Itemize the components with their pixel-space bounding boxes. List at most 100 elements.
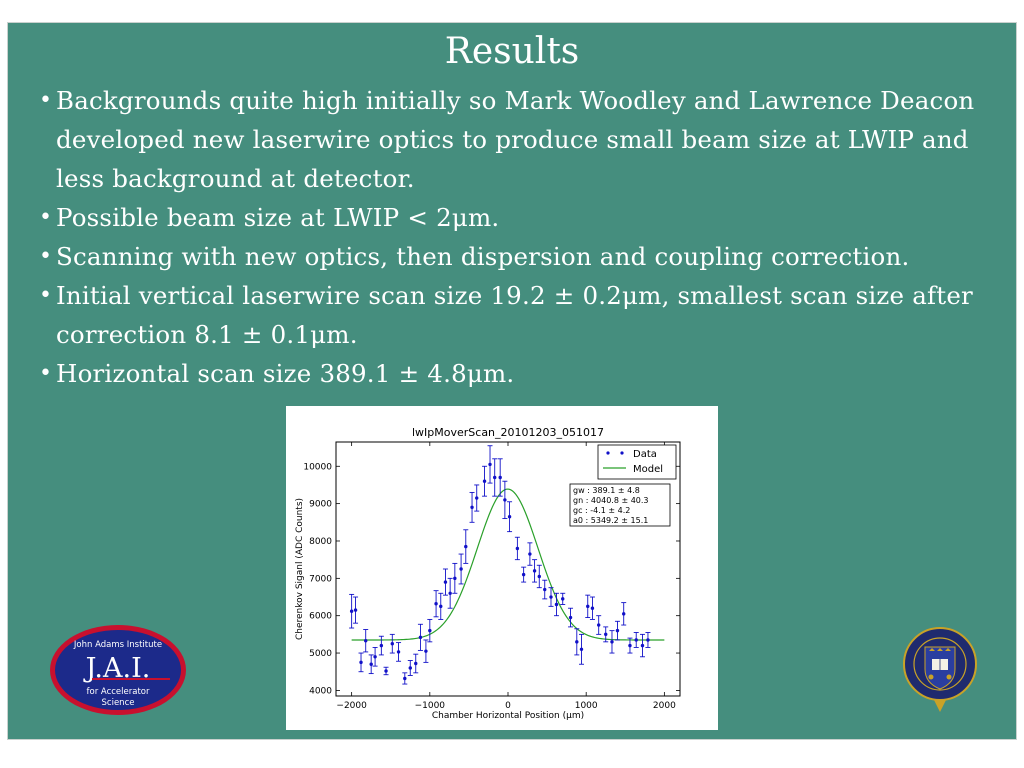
data-marker — [604, 632, 608, 637]
jai-logo-line1: John Adams Institute — [73, 640, 162, 650]
legend-label-model: Model — [633, 464, 663, 475]
data-point — [413, 653, 419, 674]
data-marker — [596, 623, 601, 627]
data-marker — [414, 661, 418, 666]
data-point — [560, 592, 566, 605]
data-marker — [424, 649, 428, 653]
x-tick-label: −1000 — [415, 701, 446, 711]
data-point — [482, 465, 488, 497]
data-point — [492, 458, 498, 497]
data-marker — [615, 628, 620, 633]
data-series — [349, 445, 651, 685]
data-point — [585, 594, 591, 619]
jai-logo: John Adams Institute J.A.I. for Accelera… — [48, 623, 188, 719]
chart-title: lwIpMoverScan_20101203_051017 — [412, 426, 604, 439]
bullet-text: Horizontal scan size 389.1 ± 4.8μm. — [56, 359, 515, 388]
fit-param-gw: gw : 389.1 ± 4.8 — [573, 486, 640, 495]
data-marker — [428, 628, 432, 633]
data-point — [349, 593, 355, 629]
x-tick-label: 0 — [505, 701, 511, 711]
bullet-list: • Backgrounds quite high initially so Mar… — [36, 81, 996, 393]
bullet-dot-icon: • — [39, 88, 53, 113]
data-marker — [628, 643, 632, 648]
data-point — [463, 529, 469, 564]
data-point — [487, 445, 493, 484]
data-marker — [503, 498, 507, 502]
data-marker — [498, 475, 502, 480]
data-point — [527, 542, 533, 566]
data-marker — [384, 669, 388, 673]
fit-param-a0: a0 : 5349.2 ± 15.1 — [573, 516, 648, 525]
y-tick-label: 6000 — [309, 612, 332, 622]
data-marker — [364, 639, 368, 643]
jai-logo-line2: for Accelerator — [87, 687, 150, 697]
x-axis: −2000 −1000 0 1000 2000 — [336, 442, 676, 711]
x-tick-label: 2000 — [653, 701, 676, 711]
y-axis-label: Cherenkov Siganl (ADC Counts) — [295, 498, 305, 640]
bullet-text: Initial vertical laserwire scan size 19.… — [56, 281, 973, 349]
data-marker — [521, 572, 526, 577]
x-tick-label: 1000 — [575, 701, 598, 711]
data-marker — [369, 662, 373, 666]
data-marker — [493, 475, 497, 480]
data-point — [639, 633, 645, 658]
data-marker — [507, 515, 512, 519]
bullet-dot-icon: • — [39, 283, 53, 308]
data-marker — [590, 606, 595, 610]
legend-data-marker — [620, 451, 624, 455]
data-point — [568, 607, 574, 628]
data-marker — [634, 638, 638, 642]
slide-title: Results — [444, 31, 580, 72]
data-point — [574, 628, 580, 656]
data-marker — [403, 676, 407, 681]
data-point — [536, 564, 542, 589]
data-marker — [408, 666, 412, 670]
data-point — [368, 654, 374, 675]
data-point — [458, 553, 464, 585]
x-axis-label: Chamber Horizontal Position (μm) — [432, 711, 584, 721]
data-marker — [349, 609, 354, 613]
data-point — [627, 637, 633, 654]
bullet-text: Scanning with new optics, then dispersio… — [56, 242, 910, 271]
bullet-item: • Horizontal scan size 389.1 ± 4.8μm. — [36, 354, 996, 393]
data-point — [497, 458, 503, 497]
data-point — [442, 568, 448, 596]
data-point — [548, 587, 554, 607]
data-marker — [640, 643, 645, 648]
data-point — [596, 615, 602, 635]
data-point — [353, 596, 359, 624]
data-point — [389, 633, 395, 654]
y-tick-label: 7000 — [309, 574, 332, 584]
data-point — [383, 666, 389, 676]
data-marker — [568, 615, 573, 620]
data-point — [378, 635, 384, 656]
data-point — [358, 652, 364, 673]
y-axis: 4000 5000 6000 7000 8000 9000 10000 — [303, 462, 680, 696]
data-marker — [543, 587, 547, 592]
data-point — [514, 536, 520, 561]
data-point — [578, 633, 584, 665]
data-marker — [439, 604, 443, 609]
data-marker — [434, 602, 438, 606]
data-marker — [453, 576, 457, 581]
data-marker — [537, 574, 541, 579]
data-marker — [418, 635, 423, 640]
data-point — [474, 484, 480, 512]
y-tick-label: 4000 — [309, 686, 332, 696]
data-marker — [464, 544, 468, 549]
jai-logo-inner-field — [55, 630, 181, 710]
bullet-dot-icon: • — [39, 244, 53, 269]
chart-svg: lwIpMoverScan_20101203_051017 4000 5000 60… — [295, 426, 681, 721]
data-point — [452, 562, 458, 594]
bullet-text: Backgrounds quite high initially so Mark… — [56, 86, 975, 193]
data-point — [609, 630, 615, 654]
data-point — [363, 629, 369, 653]
bullet-dot-icon: • — [39, 361, 53, 386]
legend-data-marker — [606, 451, 610, 455]
legend-box — [597, 444, 677, 480]
data-marker — [561, 597, 565, 601]
data-marker — [549, 595, 553, 599]
data-point — [438, 592, 444, 620]
data-marker — [459, 567, 463, 571]
data-point — [469, 491, 475, 523]
